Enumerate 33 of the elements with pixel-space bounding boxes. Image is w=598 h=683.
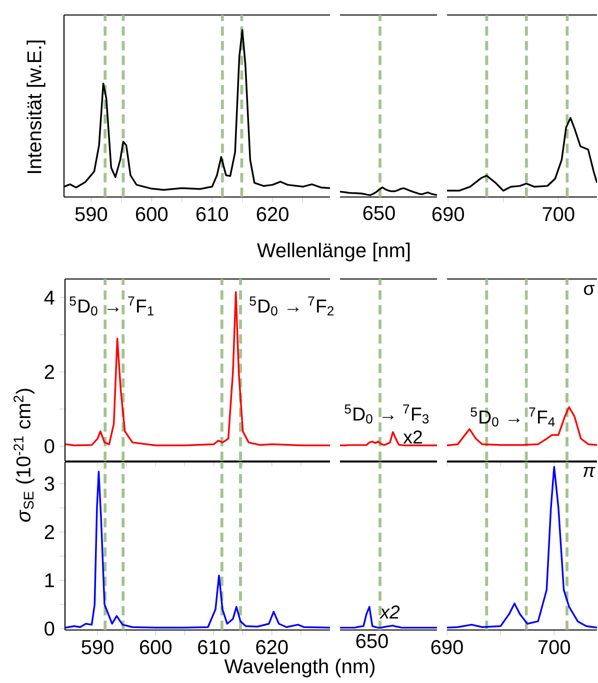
y-tick-label: 3 [44, 476, 54, 491]
x-tick-label: 620 [256, 207, 288, 222]
annotation: $^{5}$D$_{0}$ → $^{7}$F$_{1}$ [70, 296, 154, 316]
x-tick-label: 590 [82, 640, 114, 654]
x-tick-label: 590 [75, 207, 108, 222]
x-tick-label: 610 [196, 207, 228, 222]
annotation: x2 [403, 430, 422, 444]
y-tick-label: 0 [44, 439, 54, 454]
x-tick-label: 700 [538, 640, 570, 654]
text: 650 [356, 634, 388, 648]
y-axis-title: Intensität [w.E.] [26, 40, 46, 173]
x-axis-title: Wavelength (nm) [224, 658, 374, 678]
annotation: π [583, 466, 596, 478]
x-axis-title: Wellenlänge [nm] [257, 242, 410, 262]
y-tick-label: 2 [44, 364, 54, 379]
x-tick-label: 620 [256, 640, 288, 654]
y-tick-label: 2 [44, 525, 54, 539]
y-tick-label: 1 [45, 573, 54, 588]
x-tick-label: 690 [431, 640, 463, 654]
y-tick-label: 4 [44, 290, 54, 304]
x-tick-label: 600 [140, 640, 172, 654]
x-tick-label: 700 [542, 207, 574, 222]
text: 650 [363, 206, 395, 220]
annotation: x2 [379, 605, 400, 619]
x-tick-label: 690 [432, 207, 464, 222]
annotation: $^{5}$D$_{0}$ → $^{7}$F$_{4}$ [470, 408, 555, 426]
x-tick-label: 610 [198, 640, 230, 654]
y-axis-title: σ$_{SE}$ (10$^{-21}$ cm$^{2}$) [14, 388, 34, 522]
text: $^{5}$D$_{0}$ → $^{7}$F$_{3}$ [344, 404, 429, 424]
x-tick-label: 600 [136, 207, 168, 222]
annotation: σ [584, 284, 594, 296]
annotation: $^{5}$D$_{0}$ → $^{7}$F$_{2}$ [250, 296, 334, 316]
y-tick-label: 0 [44, 621, 54, 636]
